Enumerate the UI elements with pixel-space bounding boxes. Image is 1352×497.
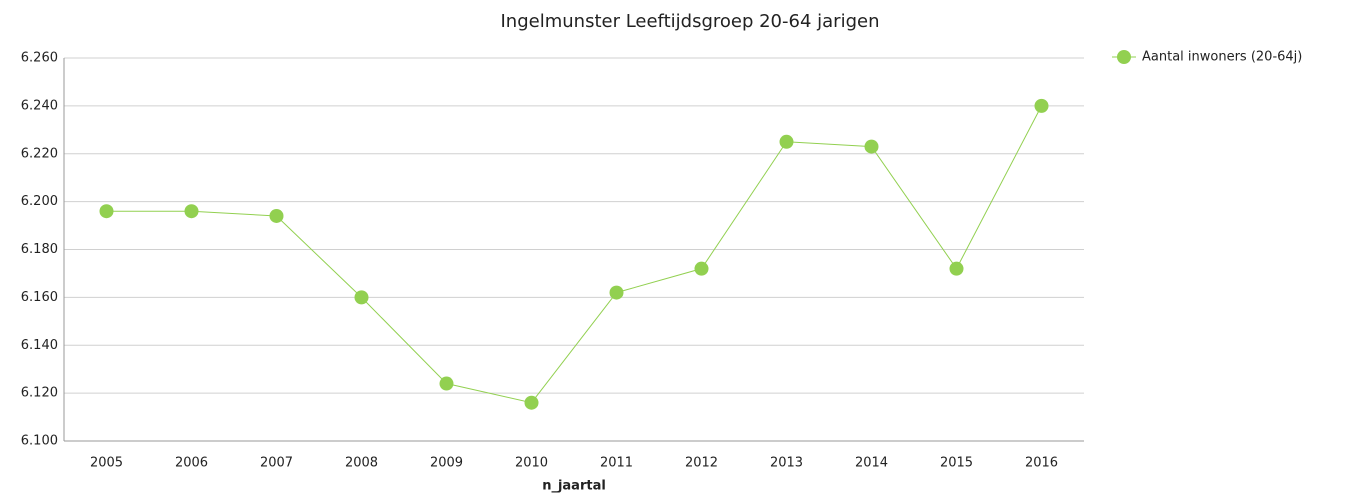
y-tick-label: 6.140: [21, 338, 58, 353]
x-tick-label: 2007: [260, 456, 293, 471]
x-tick-label: 2012: [685, 456, 718, 471]
legend-marker: [1117, 50, 1131, 64]
data-point: [354, 290, 369, 305]
data-point: [779, 134, 794, 149]
x-tick-label: 2016: [1025, 456, 1058, 471]
data-point: [184, 204, 199, 219]
data-point: [524, 395, 539, 410]
x-tick-label: 2013: [770, 456, 803, 471]
series-line: [106, 105, 1042, 404]
data-point: [609, 285, 624, 300]
data-point: [864, 139, 879, 154]
x-tick-label: 2009: [430, 456, 463, 471]
x-tick-label: 2010: [515, 456, 548, 471]
y-tick-label: 6.160: [21, 290, 58, 305]
legend-label: Aantal inwoners (20-64j): [1142, 50, 1302, 65]
y-tick-label: 6.260: [21, 51, 58, 66]
data-point: [949, 261, 964, 276]
y-tick-label: 6.180: [21, 242, 58, 257]
data-point: [1034, 98, 1049, 113]
data-point: [439, 376, 454, 391]
y-tick-label: 6.120: [21, 386, 58, 401]
x-tick-label: 2014: [855, 456, 888, 471]
data-point: [269, 208, 284, 223]
x-tick-label: 2005: [90, 456, 123, 471]
x-tick-label: 2008: [345, 456, 378, 471]
data-point: [694, 261, 709, 276]
chart-title: Ingelmunster Leeftijdsgroep 20-64 jarige…: [501, 11, 880, 32]
x-tick-label: 2015: [940, 456, 973, 471]
x-axis-title: n_jaartal: [542, 479, 606, 494]
x-tick-label: 2011: [600, 456, 633, 471]
y-tick-label: 6.100: [21, 434, 58, 449]
y-tick-label: 6.220: [21, 146, 58, 161]
data-point: [99, 204, 114, 219]
y-tick-label: 6.200: [21, 194, 58, 209]
x-tick-label: 2006: [175, 456, 208, 471]
y-tick-label: 6.240: [21, 98, 58, 113]
